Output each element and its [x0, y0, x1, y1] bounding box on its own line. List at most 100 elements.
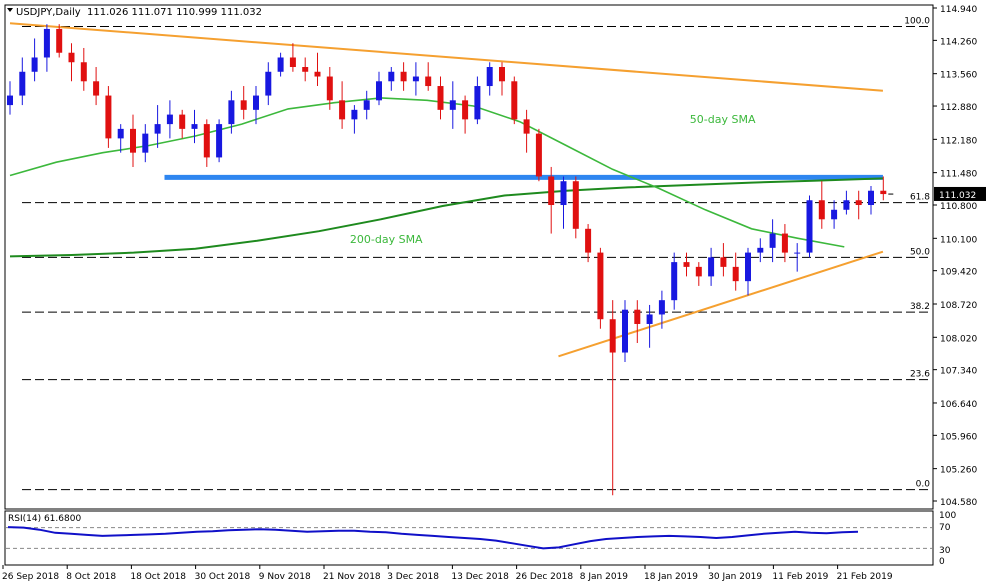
- ohlc-values: 111.026 111.071 110.999 111.032: [87, 7, 262, 18]
- price-tick-label: 108.720: [940, 301, 977, 311]
- rsi-pane-frame: [4, 510, 934, 566]
- candle-body: [671, 262, 678, 301]
- candle-body: [708, 257, 715, 277]
- price-tick-label: 112.880: [940, 103, 977, 113]
- date-label: 8 Oct 2018: [66, 572, 116, 582]
- candle-body: [7, 95, 13, 106]
- rsi-level-label: 0: [939, 557, 945, 567]
- candle-body: [499, 67, 505, 82]
- candle-body: [511, 81, 518, 120]
- candle-body: [597, 252, 604, 320]
- candle-body: [412, 76, 419, 82]
- date-label: 30 Oct 2018: [195, 572, 251, 582]
- candle-body: [634, 309, 641, 324]
- candle-body: [68, 52, 75, 63]
- moving-averages: [9, 97, 883, 258]
- candle-body: [757, 247, 764, 253]
- candle-body: [56, 28, 63, 53]
- candle-body: [462, 100, 469, 120]
- candle-body: [720, 257, 727, 267]
- date-label: 18 Oct 2018: [130, 572, 186, 582]
- fib-level-label: 0.0: [916, 480, 931, 490]
- date-label: 9 Nov 2018: [259, 572, 311, 582]
- candle-body: [154, 124, 161, 134]
- candle-body: [745, 252, 751, 282]
- price-tick-label: 111.480: [940, 170, 977, 180]
- date-label: 30 Jan 2019: [708, 572, 762, 582]
- candle-body: [351, 109, 358, 120]
- candle-body: [843, 200, 850, 210]
- candle-body: [831, 209, 838, 220]
- candle-body: [363, 100, 370, 110]
- main-pane-frame: [4, 4, 934, 510]
- candle-body: [302, 67, 309, 72]
- rsi-line: [7, 526, 859, 550]
- candle-body: [646, 314, 653, 324]
- candle-body: [166, 114, 173, 125]
- price-tick-label: 105.960: [940, 432, 977, 442]
- candle-body: [80, 62, 87, 82]
- candle-body: [855, 200, 862, 206]
- price-tick-label: 110.100: [940, 235, 977, 245]
- candle-body: [572, 181, 579, 229]
- date-label: 21 Feb 2019: [837, 572, 893, 582]
- date-label: 13 Dec 2018: [451, 572, 509, 582]
- candle-body: [880, 190, 887, 195]
- rsi-label: RSI(14) 61.6800: [8, 514, 81, 524]
- candle-body: [314, 71, 321, 77]
- candle-body: [794, 252, 801, 254]
- current-price-label: 111.032: [939, 191, 976, 201]
- candle-body: [695, 266, 702, 277]
- candle-body: [868, 190, 874, 206]
- fib-level-label: 38.2: [910, 302, 930, 312]
- candle-body: [400, 71, 407, 82]
- candle-body: [449, 100, 456, 110]
- price-tick-label: 114.260: [940, 37, 977, 47]
- fib-level-label: 100.0: [904, 17, 930, 27]
- candle-body: [277, 57, 284, 72]
- candle-body: [93, 81, 100, 96]
- candle-body: [253, 95, 259, 110]
- date-label: 26 Dec 2018: [516, 572, 574, 582]
- candle-body: [289, 57, 296, 68]
- sma-annotation: 200-day SMA: [350, 233, 423, 246]
- date-label: 11 Feb 2019: [772, 572, 828, 582]
- fib-level-label: 23.6: [910, 370, 930, 380]
- rsi-level-label: 30: [939, 546, 951, 556]
- price-axis: 114.940 114.260 113.560 112.880 112.180 111.4…: [933, 5, 986, 508]
- sma-50-line: [9, 97, 845, 248]
- candle-body: [425, 76, 432, 87]
- price-tick-label: 114.940: [940, 5, 977, 15]
- candle-body: [732, 266, 739, 282]
- symbol-name: USDJPY,Daily: [16, 7, 81, 18]
- candle-body: [523, 119, 530, 134]
- candlesticks: [7, 24, 887, 496]
- candle-body: [769, 233, 776, 248]
- candle-body: [683, 262, 690, 267]
- date-label: 26 Sep 2018: [2, 572, 59, 582]
- candle-body: [19, 71, 26, 96]
- price-tick-label: 109.420: [940, 268, 977, 278]
- trend-lines: [9, 22, 884, 358]
- price-tick-label: 104.580: [940, 498, 977, 508]
- current-price-box: [934, 186, 986, 201]
- candle-body: [585, 228, 592, 253]
- price-tick-label: 112.180: [940, 136, 977, 146]
- candle-body: [228, 100, 235, 125]
- candle-body: [474, 86, 481, 120]
- candle-body: [203, 124, 210, 158]
- candle-body: [818, 200, 825, 220]
- candle-body: [117, 128, 124, 139]
- candle-body: [388, 71, 395, 82]
- candle-body: [265, 71, 272, 96]
- fib-level-label: 50.0: [910, 247, 930, 257]
- sma-annotation: 50-day SMA: [690, 113, 756, 126]
- candle-body: [130, 128, 136, 153]
- fibonacci-levels: 100.0 61.8 50.0 38.2 23.6 0.0: [22, 17, 932, 491]
- rsi-level-label: 100: [939, 511, 956, 521]
- candle-body: [142, 133, 149, 153]
- symbol-header-icon: [7, 8, 13, 12]
- candle-body: [622, 309, 628, 353]
- rsi-indicator: RSI(14) 61.6800 100 70 300: [6, 511, 956, 567]
